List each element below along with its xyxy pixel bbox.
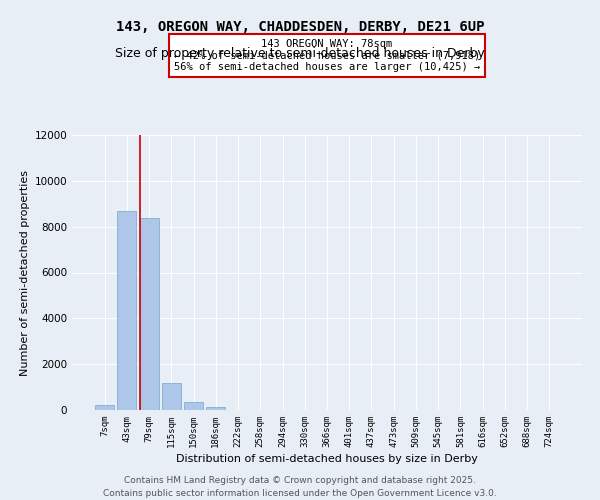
Text: Size of property relative to semi-detached houses in Derby: Size of property relative to semi-detach… bbox=[115, 48, 485, 60]
Bar bbox=[140, 218, 158, 410]
Bar bbox=[206, 407, 225, 410]
Text: Contains HM Land Registry data © Crown copyright and database right 2025.
Contai: Contains HM Land Registry data © Crown c… bbox=[103, 476, 497, 498]
Text: 143, OREGON WAY, CHADDESDEN, DERBY, DE21 6UP: 143, OREGON WAY, CHADDESDEN, DERBY, DE21… bbox=[116, 20, 484, 34]
Bar bbox=[95, 404, 114, 410]
Y-axis label: Number of semi-detached properties: Number of semi-detached properties bbox=[20, 170, 30, 376]
Bar bbox=[162, 382, 181, 410]
X-axis label: Distribution of semi-detached houses by size in Derby: Distribution of semi-detached houses by … bbox=[176, 454, 478, 464]
Text: 143 OREGON WAY: 78sqm
← 42% of semi-detached houses are smaller (7,918)
56% of s: 143 OREGON WAY: 78sqm ← 42% of semi-deta… bbox=[174, 39, 480, 72]
Bar bbox=[184, 402, 203, 410]
Bar bbox=[118, 211, 136, 410]
